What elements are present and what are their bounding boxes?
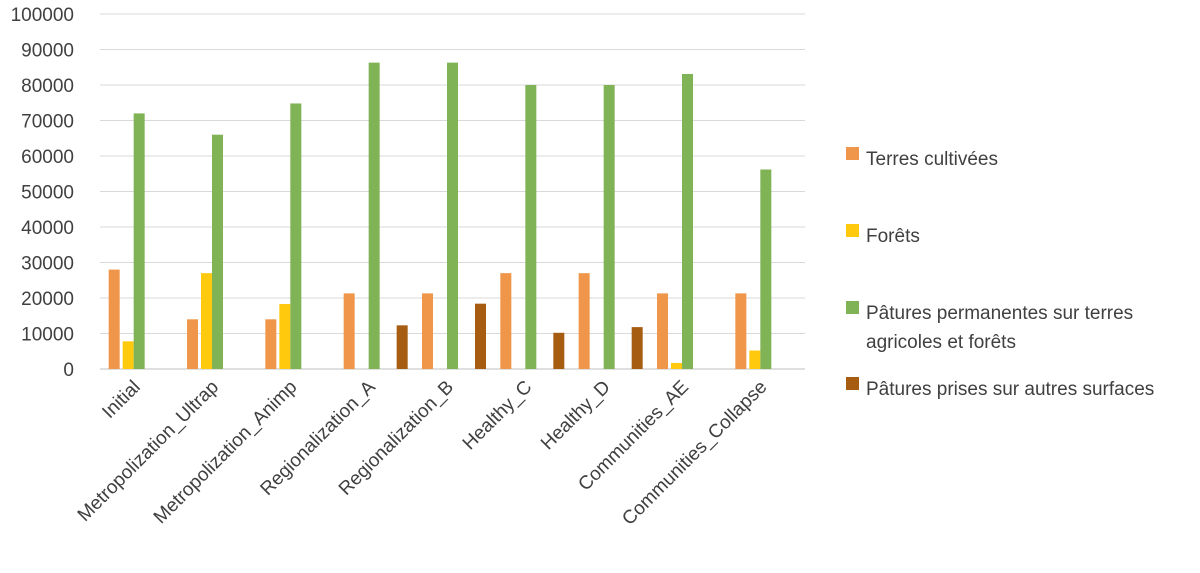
bar — [603, 85, 615, 369]
y-tick-label: 100000 — [11, 5, 74, 26]
bar — [133, 113, 145, 370]
x-tick-label: Metropolization_Ultrap — [74, 377, 223, 526]
y-tick-label: 80000 — [21, 76, 74, 97]
y-tick-label: 20000 — [21, 289, 74, 310]
bar — [749, 350, 761, 369]
bars — [108, 62, 772, 370]
legend-label: Terres cultivées — [866, 149, 998, 170]
bar — [201, 273, 212, 369]
bar — [553, 332, 565, 369]
legend-label: Forêts — [866, 226, 920, 247]
x-tick-label: Metropolization_Animp — [150, 377, 302, 529]
bar — [631, 327, 643, 369]
x-tick-label: Initial — [98, 377, 144, 423]
bar — [265, 319, 277, 369]
x-axis-labels: InitialMetropolization_UltrapMetropoliza… — [74, 376, 772, 529]
x-tick-label: Healthy_D — [537, 377, 615, 455]
y-tick-label: 60000 — [21, 147, 74, 168]
legend-label: Pâtures prises sur autres surfaces — [866, 379, 1154, 400]
legend: Terres cultivées Forêts Pâtures permanente… — [846, 147, 1154, 400]
legend-swatch — [846, 301, 859, 314]
bar — [108, 269, 120, 369]
bar — [657, 293, 668, 369]
legend-swatch — [846, 224, 859, 237]
bar — [682, 73, 693, 370]
legend-swatch — [846, 377, 859, 390]
bar — [578, 273, 590, 369]
bar — [475, 303, 486, 369]
y-tick-label: 40000 — [21, 218, 74, 239]
bar — [212, 134, 223, 369]
x-tick-label: Healthy_C — [459, 377, 537, 455]
bar — [735, 293, 747, 369]
bar — [290, 103, 302, 370]
bar — [760, 169, 772, 369]
y-tick-label: 90000 — [21, 41, 74, 62]
bar — [671, 362, 682, 369]
bar — [396, 325, 408, 369]
legend-label: agricoles et forêts — [866, 332, 1016, 353]
y-tick-label: 10000 — [21, 325, 74, 346]
bar — [500, 273, 512, 369]
y-tick-label: 70000 — [21, 112, 74, 133]
y-axis-ticks: 0 10000 20000 30000 40000 50000 60000 70000 8000… — [11, 5, 74, 381]
legend-swatch — [846, 147, 859, 160]
bar — [187, 319, 198, 369]
bar — [447, 62, 458, 369]
y-tick-label: 0 — [63, 360, 74, 381]
bar — [122, 341, 134, 369]
legend-label: Pâtures permanentes sur terres — [866, 303, 1133, 324]
bar — [525, 85, 537, 369]
y-tick-label: 50000 — [21, 183, 74, 204]
x-tick-label: Communities_Collapse — [618, 377, 771, 530]
bar — [422, 293, 433, 369]
bar — [368, 62, 380, 369]
bar — [343, 293, 355, 369]
bar — [279, 304, 291, 369]
y-tick-label: 30000 — [21, 254, 74, 275]
